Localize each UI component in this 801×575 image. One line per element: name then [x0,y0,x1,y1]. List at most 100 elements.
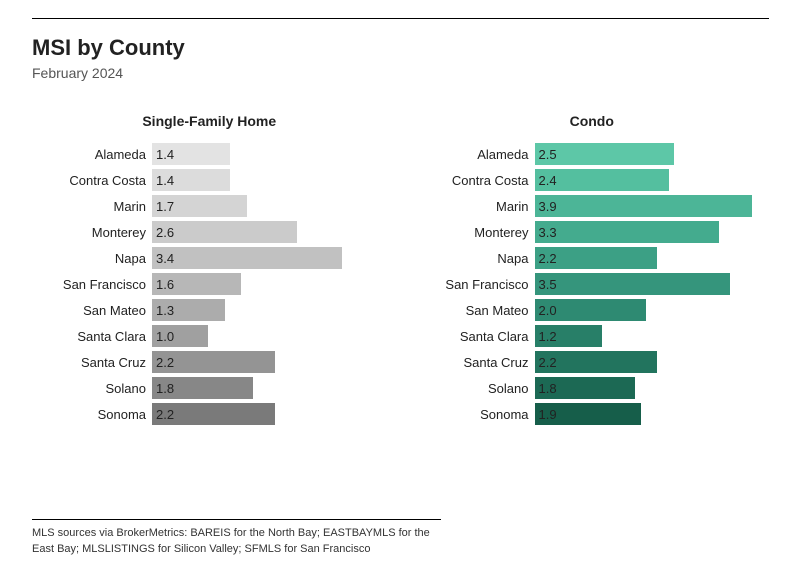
bar-value: 1.2 [539,325,557,347]
bar-track: 1.7 [152,195,387,217]
bar-row: San Mateo 2.0 [415,297,770,323]
bar-row: Contra Costa 1.4 [32,167,387,193]
bar-track: 1.6 [152,273,387,295]
bar-value: 1.7 [156,195,174,217]
bar-value: 3.9 [539,195,557,217]
bar-track: 2.2 [152,403,387,425]
bar-label: San Mateo [32,303,152,318]
panel-title: Single-Family Home [32,113,387,129]
footnote: MLS sources via BrokerMetrics: BAREIS fo… [32,519,441,557]
bar-value: 3.3 [539,221,557,243]
bar-label: Contra Costa [415,173,535,188]
chart-panel: Single-Family HomeAlameda1.4Contra Costa… [32,113,387,427]
chart-panel: Condo Alameda 2.5 Contra Costa 2.4 Marin 3.9 Mo… [415,113,770,427]
bar-row: Monterey 2.6 [32,219,387,245]
bar-row: Napa 2.2 [415,245,770,271]
bar-track: 3.9 [535,195,770,217]
bar-label: Solano [415,381,535,396]
bar-row: Marin 3.9 [415,193,770,219]
top-rule [32,18,769,19]
bar-track: 1.4 [152,169,387,191]
bar-label: Marin [415,199,535,214]
bar-value: 2.4 [539,169,557,191]
bar-row: San Mateo 1.3 [32,297,387,323]
bar-value: 2.2 [539,247,557,269]
panel-title: Condo [415,113,770,129]
bar-label: Sonoma [415,407,535,422]
bar-row: San Francisco 1.6 [32,271,387,297]
bar-track: 2.4 [535,169,770,191]
page-subtitle: February 2024 [32,65,769,81]
bar-row: Solano 1.8 [32,375,387,401]
bar-value: 3.4 [156,247,174,269]
bar-track: 2.2 [535,247,770,269]
bar-value: 1.6 [156,273,174,295]
bar-track: 1.0 [152,325,387,347]
bar-track: 2.6 [152,221,387,243]
bar-track: 1.3 [152,299,387,321]
bar-track: 1.4 [152,143,387,165]
bar-track: 2.5 [535,143,770,165]
bar-value: 1.3 [156,299,174,321]
bar-track: 2.2 [535,351,770,373]
bar [535,195,753,217]
bar-label: Sonoma [32,407,152,422]
bar-value: 1.4 [156,143,174,165]
bar-label: Monterey [415,225,535,240]
bar-label: Contra Costa [32,173,152,188]
bar [152,247,342,269]
bar-label: Santa Clara [32,329,152,344]
bar-track: 3.4 [152,247,387,269]
bar-value: 2.5 [539,143,557,165]
bar-value: 1.0 [156,325,174,347]
bar-row: Santa Clara 1.0 [32,323,387,349]
page: MSI by County February 2024 Single-Famil… [0,0,801,575]
bar-label: San Francisco [415,277,535,292]
bar-track: 1.8 [152,377,387,399]
bar-track: 1.8 [535,377,770,399]
bar-row: Solano 1.8 [415,375,770,401]
bar-value: 2.2 [156,351,174,373]
bar-row: Sonoma 1.9 [415,401,770,427]
page-title: MSI by County [32,35,769,61]
bar-row: San Francisco3.5 [415,271,770,297]
bar-label: Santa Cruz [32,355,152,370]
bar-track: 2.2 [152,351,387,373]
bar-track: 2.0 [535,299,770,321]
bar-label: Solano [32,381,152,396]
bar-row: Alameda 1.4 [32,141,387,167]
bar-label: Monterey [32,225,152,240]
bar-row: Napa 3.4 [32,245,387,271]
bar-row: Alameda 2.5 [415,141,770,167]
bar-row: Monterey 3.3 [415,219,770,245]
bar-value: 1.8 [539,377,557,399]
bar-row: Santa Cruz 2.2 [415,349,770,375]
bar-row: Sonoma 2.2 [32,401,387,427]
bar-value: 2.6 [156,221,174,243]
bar-value: 2.0 [539,299,557,321]
bar-value: 1.8 [156,377,174,399]
bar-value: 1.9 [539,403,557,425]
bar-label: San Francisco [32,277,152,292]
chart-area: Single-Family HomeAlameda1.4Contra Costa… [32,113,769,427]
bar-track: 3.5 [535,273,770,295]
bar-value: 2.2 [539,351,557,373]
bar-label: Santa Cruz [415,355,535,370]
bar-row: Contra Costa 2.4 [415,167,770,193]
bar-label: Napa [32,251,152,266]
bar-value: 2.2 [156,403,174,425]
bar-row: Santa Cruz 2.2 [32,349,387,375]
bar-value: 1.4 [156,169,174,191]
bar-track: 3.3 [535,221,770,243]
bar-track: 1.9 [535,403,770,425]
bar-label: Napa [415,251,535,266]
bar-label: Alameda [32,147,152,162]
bar-label: Marin [32,199,152,214]
bar [535,273,730,295]
bar-track: 1.2 [535,325,770,347]
bar-row: Santa Clara 1.2 [415,323,770,349]
bar-label: Alameda [415,147,535,162]
bar-row: Marin 1.7 [32,193,387,219]
bar-label: Santa Clara [415,329,535,344]
bar-label: San Mateo [415,303,535,318]
